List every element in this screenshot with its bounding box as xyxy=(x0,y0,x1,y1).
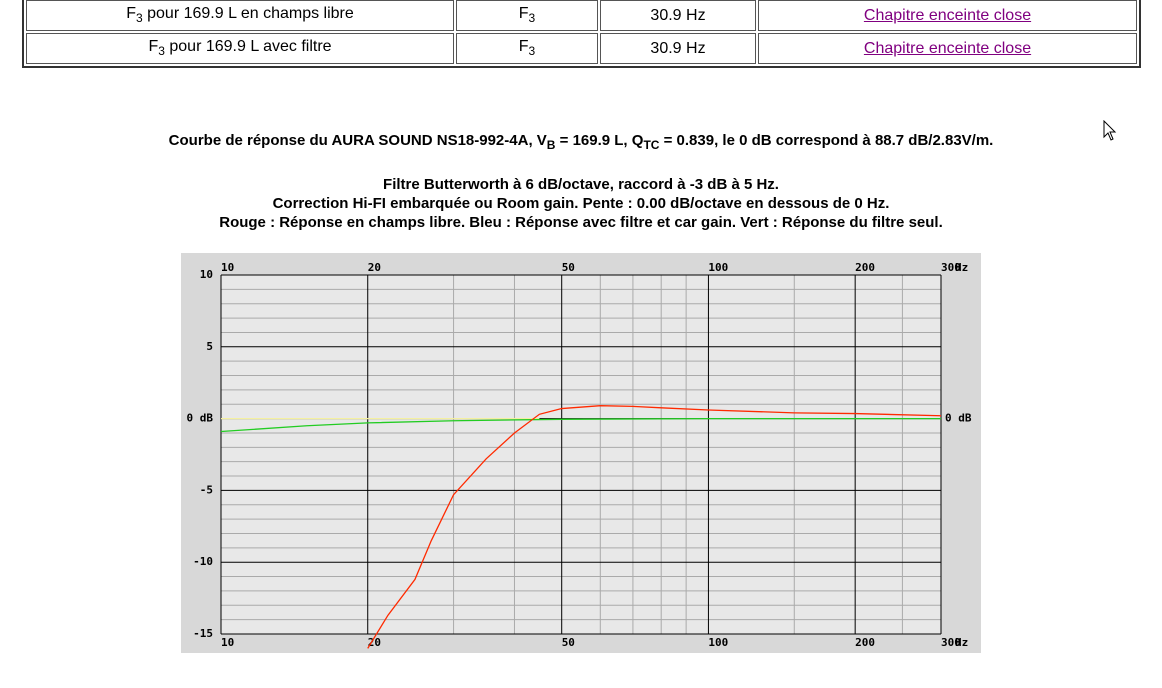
symbol: F xyxy=(148,38,159,56)
chart-title: Courbe de réponse du AURA SOUND NS18-992… xyxy=(0,132,1162,152)
results-table: F3 pour 169.9 L en champs libre F3 30.9 … xyxy=(22,0,1141,68)
x-tick-label: 200 xyxy=(855,261,875,274)
cell: F3 pour 169.9 L avec filtre xyxy=(26,33,454,64)
x-tick-label: 20 xyxy=(368,261,381,274)
symbol: F xyxy=(518,5,529,23)
x-unit: Hz xyxy=(955,261,968,274)
mouse-cursor xyxy=(1103,120,1117,141)
y-tick-label: 5 xyxy=(206,340,213,353)
x-tick-label: 50 xyxy=(562,636,575,649)
cell: 30.9 Hz xyxy=(600,0,756,31)
x-tick-label: 100 xyxy=(708,261,728,274)
cell-text: pour 169.9 L en champs libre xyxy=(147,5,354,23)
subscript: 3 xyxy=(158,44,165,59)
table-row: F3 pour 169.9 L en champs libre F3 30.9 … xyxy=(26,0,1137,31)
x-tick-label: 10 xyxy=(221,636,234,649)
title-text: Courbe de réponse du AURA SOUND NS18-992… xyxy=(168,132,547,149)
symbol: F xyxy=(126,5,136,23)
link[interactable]: Chapitre enceinte close xyxy=(863,39,1032,57)
plot-area xyxy=(221,275,941,634)
x-tick-label: 200 xyxy=(855,636,875,649)
subtitle: Correction Hi-FI embarquée ou Room gain.… xyxy=(272,195,890,212)
series-line xyxy=(367,405,942,649)
x-tick-label: 100 xyxy=(708,636,728,649)
cell-text: 30.9 Hz xyxy=(650,6,706,24)
y-tick-label: 10 xyxy=(200,268,213,281)
cell: Chapitre enceinte close xyxy=(758,0,1137,31)
cell-text: pour 169.9 L avec filtre xyxy=(169,38,332,56)
y-tick-label: -15 xyxy=(193,627,213,640)
x-tick-label: 50 xyxy=(562,261,575,274)
x-tick-label: 300 xyxy=(941,261,961,274)
subtitle: Rouge : Réponse en champs libre. Bleu : … xyxy=(219,214,943,231)
x-unit: Hz xyxy=(955,636,968,649)
x-tick-label: 300 xyxy=(941,636,961,649)
subscript: 3 xyxy=(528,44,536,59)
series-line xyxy=(220,417,941,433)
link[interactable]: Chapitre enceinte close xyxy=(863,6,1032,24)
subscript: B xyxy=(546,138,556,152)
title-text: = 169.9 L, Q xyxy=(555,132,644,149)
chart: 10 5 0 dB -5 -10 -15 0 dB 10 10 20 20 50 50 100 100 200… xyxy=(181,253,981,653)
y-tick-label: 0 dB xyxy=(187,412,214,425)
subscript: 3 xyxy=(528,11,536,26)
cell: F3 xyxy=(456,0,598,31)
cell-text: 30.9 Hz xyxy=(650,39,706,57)
cell: F3 xyxy=(456,33,598,64)
cell: Chapitre enceinte close xyxy=(758,33,1137,64)
subscript: 3 xyxy=(135,11,143,26)
y-tick-label: -10 xyxy=(193,555,213,568)
x-tick-label: 20 xyxy=(368,636,381,649)
cell: F3 pour 169.9 L en champs libre xyxy=(26,0,454,31)
y-tick-label: -5 xyxy=(200,483,213,496)
subtitle: Filtre Butterworth à 6 dB/octave, raccor… xyxy=(383,176,779,193)
cell: 30.9 Hz xyxy=(600,33,756,64)
table-row: F3 pour 169.9 L avec filtre F3 30.9 Hz C… xyxy=(26,33,1137,64)
subscript: TC xyxy=(643,138,660,152)
title-text: = 0.839, le 0 dB correspond à 88.7 dB/2.… xyxy=(659,132,994,149)
y-tick-label-right: 0 dB xyxy=(945,412,972,425)
symbol: F xyxy=(518,38,529,56)
x-tick-label: 10 xyxy=(221,261,234,274)
